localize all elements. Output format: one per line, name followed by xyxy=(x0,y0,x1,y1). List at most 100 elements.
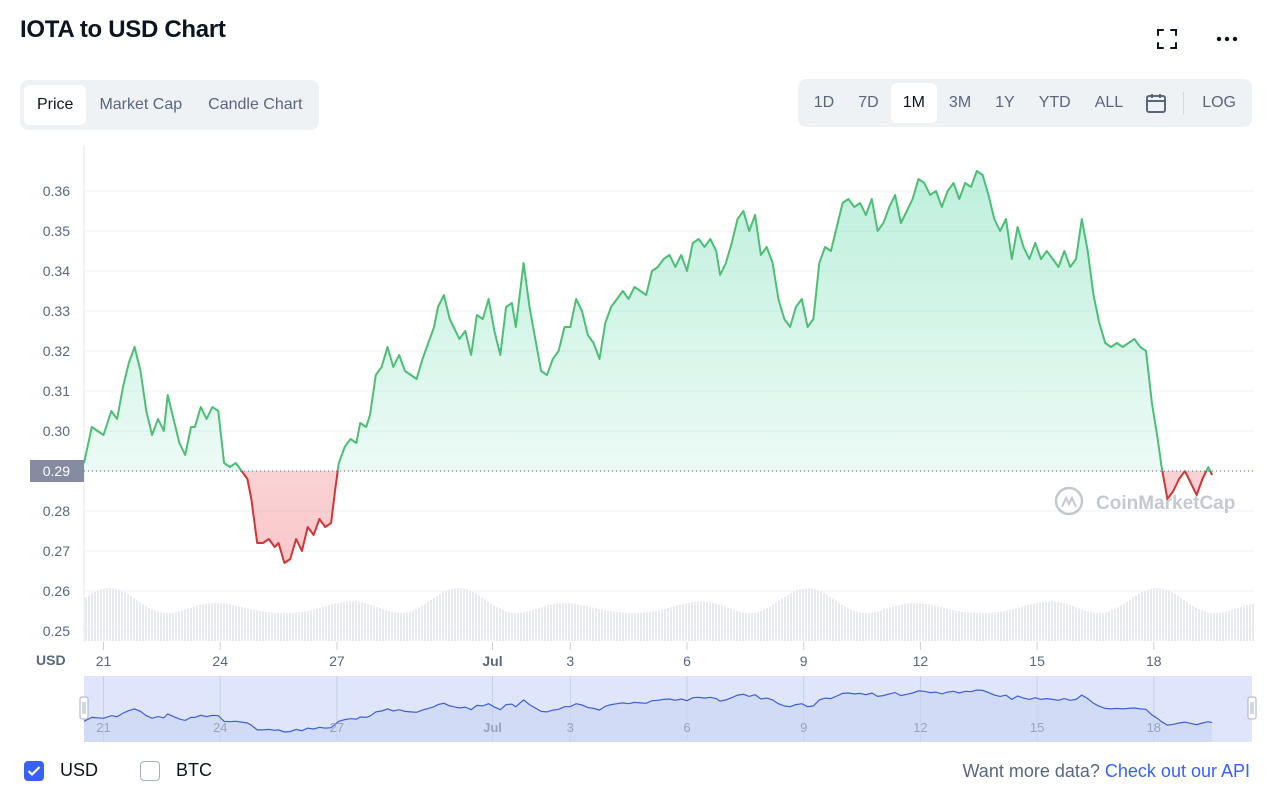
volume-bar xyxy=(331,604,333,641)
volume-bar xyxy=(421,605,423,641)
volume-bar xyxy=(565,602,567,641)
x-tick-label: 9 xyxy=(800,653,808,669)
range-all[interactable]: ALL xyxy=(1094,94,1124,111)
volume-bar xyxy=(148,607,150,641)
expand-icon[interactable] xyxy=(1154,26,1180,52)
volume-bar xyxy=(304,611,306,641)
volume-bar xyxy=(1180,597,1182,641)
volume-bar xyxy=(628,612,630,641)
volume-bar xyxy=(742,612,744,641)
range-1d[interactable]: 1D xyxy=(813,94,835,111)
volume-bar xyxy=(778,600,780,641)
volume-bar xyxy=(706,601,708,641)
volume-bar xyxy=(220,603,222,641)
volume-bar xyxy=(340,602,342,641)
volume-bar xyxy=(1177,595,1179,641)
volume-bar xyxy=(196,605,198,641)
range-1m[interactable]: 1M xyxy=(890,83,937,123)
volume-bar xyxy=(502,610,504,641)
volume-bar xyxy=(790,593,792,641)
range-ytd[interactable]: YTD xyxy=(1038,94,1071,111)
x-tick-label: 27 xyxy=(329,653,345,669)
range-1y[interactable]: 1Y xyxy=(995,94,1015,111)
volume-bar xyxy=(1096,612,1098,641)
volume-bar xyxy=(736,610,738,641)
volume-bar xyxy=(1111,610,1113,641)
volume-bar xyxy=(886,608,888,641)
volume-bar xyxy=(1000,611,1002,641)
volume-bar xyxy=(688,602,690,641)
baseline-label: 0.29 xyxy=(43,463,70,479)
volume-bar xyxy=(547,605,549,641)
volume-bar xyxy=(280,612,282,641)
volume-bar xyxy=(1216,612,1218,641)
volume-bar xyxy=(769,606,771,641)
volume-bar xyxy=(127,594,129,641)
price-chart[interactable]: 0.25 0.26 0.27 0.28 0.30 0.31 0.32 0.33 0.34 0.35… xyxy=(0,140,1280,750)
volume-bar xyxy=(730,608,732,641)
volume-bar xyxy=(664,608,666,641)
volume-bar xyxy=(514,612,516,641)
api-link[interactable]: Check out our API xyxy=(1104,761,1250,781)
volume-bar xyxy=(316,608,318,641)
volume-bar xyxy=(694,601,696,641)
volume-bar xyxy=(931,605,933,641)
volume-bar xyxy=(475,593,477,641)
volume-bar xyxy=(1024,605,1026,641)
volume-bar xyxy=(370,604,372,641)
volume-bar xyxy=(970,612,972,641)
range-7d[interactable]: 7D xyxy=(858,94,879,111)
volume-bar xyxy=(799,589,801,641)
volume-bar xyxy=(1057,602,1059,641)
volume-bar xyxy=(508,612,510,641)
tab-price[interactable]: Price xyxy=(24,85,87,125)
ellipsis-icon[interactable] xyxy=(1214,26,1240,52)
volume-bar xyxy=(313,609,315,641)
volume-bar xyxy=(952,609,954,641)
volume-bar xyxy=(1015,608,1017,641)
volume-bar xyxy=(181,610,183,641)
volume-bar xyxy=(334,603,336,641)
volume-bar xyxy=(922,603,924,641)
btc-checkbox[interactable]: BTC xyxy=(140,760,212,781)
volume-bar xyxy=(274,612,276,641)
volume-bar xyxy=(277,612,279,641)
volume-bar xyxy=(1045,601,1047,641)
volume-bar xyxy=(964,611,966,641)
volume-bar xyxy=(559,603,561,641)
volume-bar xyxy=(283,612,285,641)
volume-bar xyxy=(709,602,711,641)
range-3m[interactable]: 3M xyxy=(948,94,972,111)
checkbox-empty-icon xyxy=(140,760,160,781)
volume-bar xyxy=(1225,611,1227,641)
volume-bar xyxy=(958,611,960,641)
y-axis: 0.25 0.26 0.27 0.28 0.30 0.31 0.32 0.33 0.34 0.35… xyxy=(36,145,85,668)
volume-bar xyxy=(814,589,816,641)
tab-candle-chart[interactable]: Candle Chart xyxy=(208,96,303,113)
calendar-icon[interactable] xyxy=(1135,83,1177,123)
volume-bar xyxy=(973,612,975,641)
volume-bar xyxy=(631,612,633,641)
navigator-right-handle[interactable] xyxy=(1247,696,1257,720)
volume-bar xyxy=(646,612,648,641)
volume-bar xyxy=(235,605,237,641)
volume-bar xyxy=(574,603,576,641)
tab-market-cap[interactable]: Market Cap xyxy=(99,96,183,113)
volume-bar xyxy=(991,612,993,641)
volume-bar xyxy=(94,591,96,641)
volume-bar xyxy=(577,604,579,641)
navigator-left-handle[interactable] xyxy=(79,696,89,720)
volume-bar xyxy=(490,603,492,641)
baseline: 0.29 xyxy=(30,460,1254,482)
volume-bar xyxy=(826,594,828,641)
volume-bar xyxy=(424,604,426,641)
volume-bar xyxy=(583,605,585,641)
log-toggle[interactable]: LOG xyxy=(1202,94,1236,111)
volume-bar xyxy=(382,609,384,641)
top-actions xyxy=(1154,26,1240,52)
volume-bar xyxy=(1003,611,1005,641)
volume-bar xyxy=(1213,612,1215,641)
volume-bar xyxy=(1006,610,1008,641)
volume-bar xyxy=(106,588,108,641)
usd-checkbox[interactable]: USD xyxy=(24,760,98,781)
